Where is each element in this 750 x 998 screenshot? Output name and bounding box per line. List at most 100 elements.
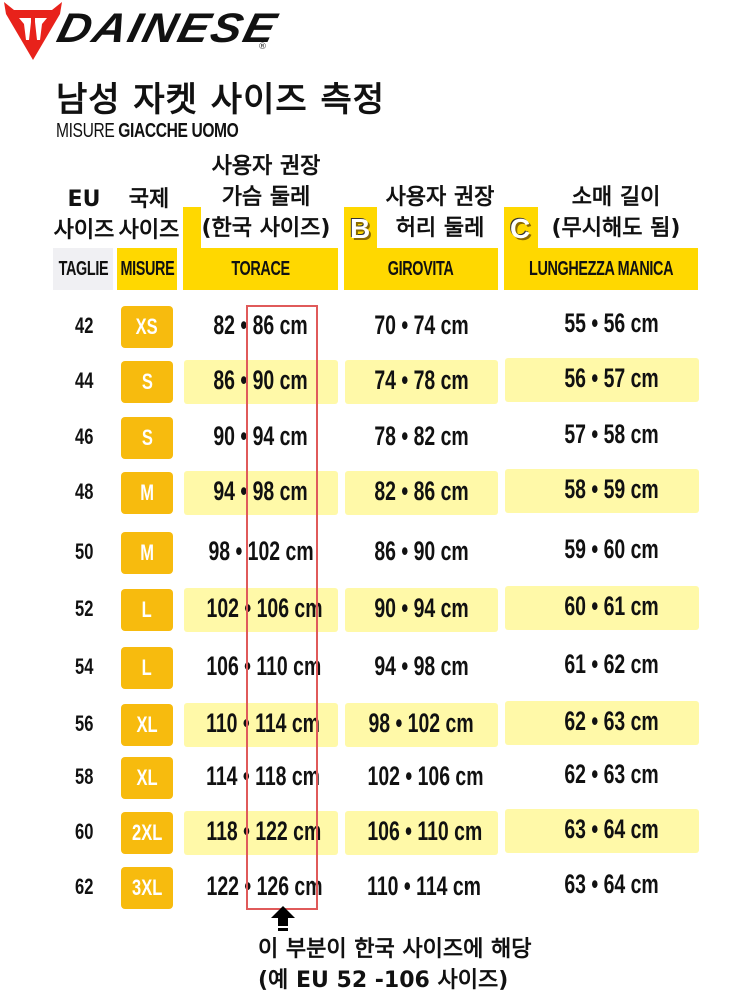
row-highlight-waist <box>345 703 498 747</box>
intl-size-badge: L <box>121 589 173 631</box>
row-highlight-waist <box>345 360 498 404</box>
dainese-logo-icon <box>4 2 62 60</box>
row-highlight-sleeve <box>505 469 699 513</box>
intl-size-badge: XL <box>121 704 173 746</box>
sleeve-value: 63 • 64 cm <box>564 814 660 844</box>
row-highlight-chest <box>184 811 338 855</box>
annotation-line-1: 이 부분이 한국 사이즈에 해당 <box>258 937 532 962</box>
chest-value: 90 • 94 cm <box>213 421 309 451</box>
intl-size-badge: M <box>121 532 173 574</box>
intl-size-badge: L <box>121 647 173 689</box>
waist-value: 106 • 110 cm <box>367 816 483 846</box>
sleeve-value: 63 • 64 cm <box>564 869 660 899</box>
sleeve-value: 56 • 57 cm <box>564 363 660 393</box>
waist-value: 94 • 98 cm <box>374 651 469 681</box>
header-band-torace-notch <box>183 207 201 249</box>
row-highlight-chest <box>184 360 338 404</box>
chest-value: 122 • 126 cm <box>206 871 323 901</box>
waist-value: 74 • 78 cm <box>374 365 469 395</box>
brand-name: DAINESE <box>52 4 283 51</box>
chest-value: 94 • 98 cm <box>213 476 309 506</box>
eu-size: 50 <box>74 539 94 564</box>
waist-value: 90 • 94 cm <box>374 593 469 623</box>
page-subtitle: MISURE GIACCHE UOMO <box>56 120 239 143</box>
header-girovita: GIROVITA <box>388 257 454 280</box>
eu-size: 58 <box>74 764 94 789</box>
sleeve-value: 60 • 61 cm <box>564 591 660 621</box>
header-band-girovita <box>344 248 498 290</box>
intl-size-badge: S <box>121 417 173 459</box>
eu-size: 54 <box>74 654 94 679</box>
eu-size: 62 <box>74 874 94 899</box>
header-band-taglie <box>53 248 113 290</box>
eu-size: 46 <box>74 424 94 449</box>
waist-value: 86 • 90 cm <box>374 536 469 566</box>
intl-size-badge: M <box>121 472 173 514</box>
header-intl-label: 국제 사이즈 <box>118 187 180 243</box>
row-highlight-sleeve <box>505 809 699 853</box>
sleeve-value: 62 • 63 cm <box>564 759 660 789</box>
badge-b-icon: B <box>350 213 371 244</box>
eu-size: 52 <box>74 596 94 621</box>
chest-value: 106 • 110 cm <box>206 651 322 681</box>
header-band-manica-notch <box>504 207 538 249</box>
eu-size: 60 <box>74 819 94 844</box>
header-torace: TORACE <box>231 257 290 280</box>
header-eu-label: EU 사이즈 <box>53 187 115 243</box>
sleeve-value: 59 • 60 cm <box>564 534 660 564</box>
subtitle-light: MISURE <box>56 120 115 142</box>
header-band-girovita-notch <box>344 207 377 249</box>
row-highlight-chest <box>184 471 338 515</box>
annotation-line-2: (예 EU 52 -106 사이즈) <box>258 968 509 993</box>
annotation-note: 이 부분이 한국 사이즈에 해당 (예 EU 52 -106 사이즈) <box>258 934 532 996</box>
subtitle-bold: GIACCHE UOMO <box>118 120 239 142</box>
eu-size: 44 <box>74 368 94 393</box>
registered-mark: ® <box>258 42 267 52</box>
waist-value: 78 • 82 cm <box>374 421 469 451</box>
row-highlight-chest <box>184 703 338 747</box>
korean-size-highlight-box <box>246 305 318 910</box>
sleeve-value: 58 • 59 cm <box>564 474 660 504</box>
header-chest-label: 사용자 권장 가슴 둘레 (한국 사이즈) <box>201 154 331 241</box>
chest-value: 82 • 86 cm <box>213 310 309 340</box>
row-highlight-sleeve <box>505 586 699 630</box>
chest-value: 118 • 122 cm <box>206 816 322 846</box>
up-arrow-icon <box>271 906 295 931</box>
sleeve-value: 62 • 63 cm <box>564 706 660 736</box>
sleeve-value: 57 • 58 cm <box>564 419 660 449</box>
eu-size: 56 <box>74 711 94 736</box>
intl-size-badge: S <box>121 361 173 403</box>
header-taglie: TAGLIE <box>58 257 108 280</box>
chest-value: 102 • 106 cm <box>206 593 323 623</box>
intl-size-badge: XL <box>121 757 173 799</box>
waist-value: 70 • 74 cm <box>374 310 469 340</box>
header-band-torace <box>183 248 338 290</box>
header-lunghezza-manica: LUNGHEZZA MANICA <box>528 257 674 280</box>
sleeve-value: 55 • 56 cm <box>564 308 660 338</box>
row-highlight-waist <box>345 588 498 632</box>
badge-c-icon: C <box>510 213 531 244</box>
waist-value: 110 • 114 cm <box>367 871 481 901</box>
row-highlight-sleeve <box>505 358 699 402</box>
header-sleeve-label: 소매 길이 (무시해도 됨) <box>551 185 681 241</box>
header-band-manica <box>504 248 698 290</box>
intl-size-badge: 3XL <box>121 867 173 909</box>
row-highlight-sleeve <box>505 701 699 745</box>
intl-size-badge: XS <box>121 306 173 348</box>
waist-value: 102 • 106 cm <box>367 761 484 791</box>
waist-value: 82 • 86 cm <box>374 476 469 506</box>
intl-size-badge: 2XL <box>121 812 173 854</box>
row-highlight-chest <box>184 588 338 632</box>
chest-value: 114 • 118 cm <box>206 761 320 791</box>
eu-size: 42 <box>74 313 94 338</box>
header-misure: MISURE <box>120 257 174 280</box>
row-highlight-waist <box>345 811 498 855</box>
header-waist-label: 사용자 권장 허리 둘레 <box>385 185 495 241</box>
chest-value: 110 • 114 cm <box>206 708 320 738</box>
header-band-misure <box>117 248 177 290</box>
row-highlight-waist <box>345 471 498 515</box>
chest-value: 98 • 102 cm <box>208 536 314 566</box>
sleeve-value: 61 • 62 cm <box>564 649 660 679</box>
waist-value: 98 • 102 cm <box>368 708 475 738</box>
page-title: 남성 자켓 사이즈 측정 <box>56 80 386 120</box>
